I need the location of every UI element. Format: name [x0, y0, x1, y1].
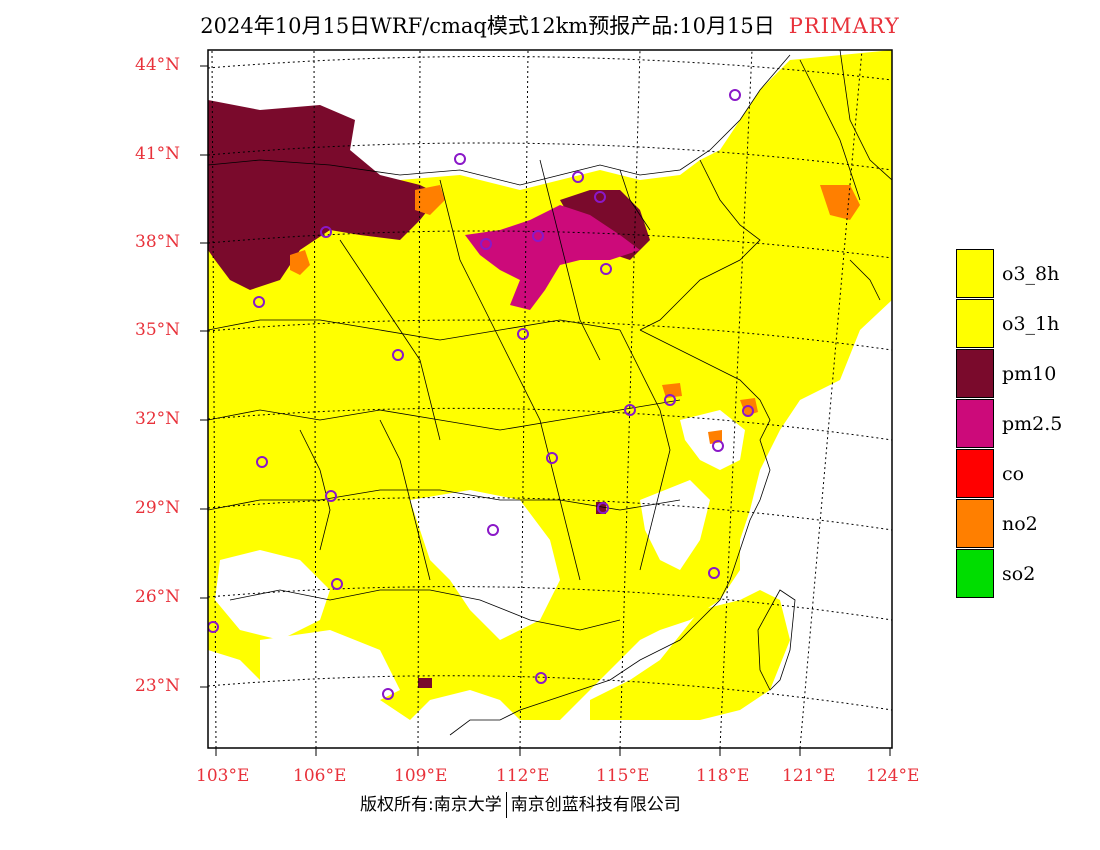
- footer-left: 版权所有:南京大学: [360, 795, 502, 815]
- legend-label: pm10: [1002, 363, 1057, 385]
- lat-label-35: 35°N: [135, 320, 181, 340]
- pm10-patch-south: [418, 678, 432, 688]
- lon-label-115: 115°E: [596, 766, 650, 786]
- lon-label-109: 109°E: [394, 766, 448, 786]
- legend-swatch: [956, 349, 994, 398]
- legend-item-o3-1h: o3_1h: [956, 299, 1100, 349]
- legend-item-pm10: pm10: [956, 349, 1100, 399]
- legend-label: no2: [1002, 513, 1038, 535]
- legend-label: co: [1002, 463, 1025, 485]
- no2-patch-1: [290, 250, 310, 275]
- title-highlight: PRIMARY: [788, 14, 900, 38]
- no2-patch-6: [662, 383, 682, 398]
- footer-separator: [505, 792, 507, 818]
- legend-item-o3-8h: o3_8h: [956, 249, 1100, 299]
- clean-area-east: [640, 480, 710, 570]
- copyright-footer: 版权所有:南京大学 南京创蓝科技有限公司: [360, 790, 681, 818]
- lon-label-103: 103°E: [196, 766, 250, 786]
- no2-patch-2: [415, 185, 445, 215]
- legend-swatch: [956, 399, 994, 448]
- boundaries: [208, 50, 892, 736]
- lon-label-121: 121°E: [782, 766, 836, 786]
- legend-label: pm2.5: [1002, 413, 1063, 435]
- legend-item-so2: so2: [956, 549, 1100, 599]
- legend-swatch: [956, 549, 994, 598]
- legend-swatch: [956, 249, 994, 298]
- lon-label-124: 124°E: [866, 766, 920, 786]
- lon-label-106: 106°E: [293, 766, 347, 786]
- footer-right: 南京创蓝科技有限公司: [510, 795, 681, 815]
- clean-area-southwest: [215, 550, 330, 640]
- clean-area-south-coast: [260, 630, 400, 720]
- lat-label-32: 32°N: [135, 409, 181, 429]
- legend-swatch: [956, 449, 994, 498]
- legend-label: o3_1h: [1002, 313, 1060, 335]
- legend-swatch: [956, 299, 994, 348]
- map-field: [208, 50, 892, 748]
- legend-item-pm25: pm2.5: [956, 399, 1100, 449]
- map-title: 2024年10月15日WRF/cmaq模式12km预报产品:10月15日 PRIM…: [0, 10, 1100, 40]
- graticule: [208, 50, 892, 748]
- legend-label: so2: [1002, 563, 1036, 585]
- legend-swatch: [956, 499, 994, 548]
- legend-item-no2: no2: [956, 499, 1100, 549]
- lat-label-38: 38°N: [135, 232, 181, 252]
- lat-label-26: 26°N: [135, 587, 181, 607]
- city-markers: [208, 89, 754, 700]
- title-text: 2024年10月15日WRF/cmaq模式12km预报产品:10月15日: [200, 14, 775, 38]
- pm10-patch-jiangxi: [596, 502, 606, 514]
- lat-label-23: 23°N: [135, 676, 181, 696]
- legend-label: o3_8h: [1002, 263, 1060, 285]
- legend-item-co: co: [956, 449, 1100, 499]
- lat-label-41: 41°N: [135, 144, 181, 164]
- lon-label-118: 118°E: [696, 766, 750, 786]
- lat-label-29: 29°N: [135, 498, 181, 518]
- lon-label-112: 112°E: [496, 766, 550, 786]
- o3-region-east: [590, 590, 790, 720]
- map-frame: [207, 49, 893, 749]
- pm10-region-north: [208, 100, 440, 290]
- lat-label-44: 44°N: [135, 55, 181, 75]
- axis-ticks: [200, 65, 891, 756]
- no2-patch-3: [820, 185, 860, 220]
